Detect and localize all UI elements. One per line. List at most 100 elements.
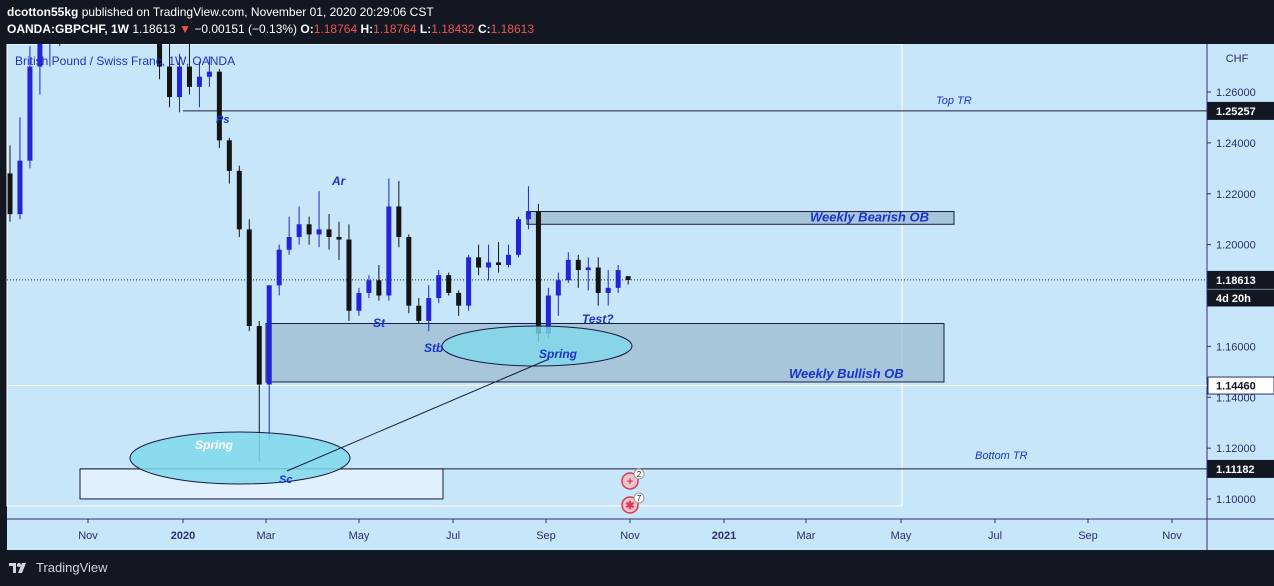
candle[interactable] bbox=[316, 191, 322, 248]
candle[interactable] bbox=[396, 181, 402, 248]
candle[interactable] bbox=[506, 244, 511, 268]
footer: TradingView bbox=[0, 550, 1274, 586]
candle[interactable] bbox=[296, 206, 302, 245]
event-badge-plus-icon[interactable]: +2 bbox=[621, 468, 645, 490]
published-text: published on TradingView.com, November 0… bbox=[81, 5, 434, 19]
candle[interactable] bbox=[476, 244, 482, 276]
candle-body bbox=[296, 224, 302, 237]
candle-body bbox=[266, 285, 272, 385]
candle[interactable] bbox=[336, 221, 342, 260]
candle-body bbox=[216, 71, 222, 141]
candle-body bbox=[306, 224, 312, 235]
price-tag-bg bbox=[1207, 270, 1274, 289]
candle-body bbox=[27, 66, 33, 161]
time-tick-label: 2020 bbox=[171, 530, 195, 542]
candle[interactable] bbox=[595, 257, 601, 306]
close-label: C: bbox=[477, 22, 491, 36]
candle[interactable] bbox=[466, 254, 472, 311]
candle[interactable] bbox=[276, 244, 282, 296]
symbol-label[interactable]: OANDA:GBPCHF, 1W bbox=[7, 22, 129, 36]
spring-trendline[interactable] bbox=[286, 358, 550, 472]
candle[interactable] bbox=[446, 272, 452, 296]
candle-body bbox=[416, 305, 422, 321]
candle-body bbox=[396, 206, 402, 237]
candle[interactable] bbox=[615, 264, 621, 293]
time-tick-label: Nov bbox=[78, 530, 98, 542]
candle[interactable] bbox=[216, 69, 222, 148]
chart-frame[interactable]: Top TR Bottom TR Weekly Bearish OB Weekly … bbox=[0, 0, 1274, 550]
candle[interactable] bbox=[366, 275, 372, 299]
chart-title: British Pound / Swiss Franc, 1W, OANDA bbox=[15, 54, 235, 68]
candle[interactable] bbox=[306, 216, 312, 245]
time-scale[interactable] bbox=[7, 519, 1274, 550]
candle[interactable] bbox=[565, 252, 571, 283]
low-value: 1.18432 bbox=[431, 22, 475, 36]
candle[interactable] bbox=[326, 214, 332, 250]
candle[interactable] bbox=[206, 56, 212, 87]
test-label: Test? bbox=[582, 312, 614, 326]
candle[interactable] bbox=[535, 203, 541, 342]
candle[interactable] bbox=[605, 270, 611, 306]
price-tick-label: 1.26000 bbox=[1216, 87, 1256, 99]
candle[interactable] bbox=[456, 290, 462, 316]
tradingview-brand: TradingView bbox=[36, 560, 108, 575]
candle-body bbox=[286, 236, 292, 250]
candle-body bbox=[176, 66, 182, 98]
candle[interactable] bbox=[625, 276, 631, 285]
candle[interactable] bbox=[496, 242, 502, 273]
candle[interactable] bbox=[585, 257, 591, 291]
price-tag: 1.14460 bbox=[1207, 376, 1274, 395]
time-tick-label: 2021 bbox=[712, 530, 736, 542]
candle[interactable] bbox=[236, 165, 242, 237]
candle-body bbox=[206, 71, 212, 77]
candle[interactable] bbox=[196, 61, 202, 108]
candle[interactable] bbox=[266, 285, 272, 441]
bottom-tr-label: Bottom TR bbox=[975, 450, 1028, 462]
price-tick-label: 1.10000 bbox=[1216, 494, 1256, 506]
candle[interactable] bbox=[246, 219, 252, 332]
candle-body bbox=[515, 219, 521, 255]
candle-body bbox=[157, 28, 163, 67]
candle-body bbox=[236, 170, 242, 230]
candle[interactable] bbox=[7, 145, 13, 222]
candle[interactable] bbox=[406, 234, 412, 314]
candle[interactable] bbox=[386, 178, 392, 301]
candle[interactable] bbox=[436, 270, 442, 304]
price-tag-label: 1.25257 bbox=[1216, 106, 1256, 118]
tradingview-logo[interactable]: TradingView bbox=[8, 560, 108, 575]
time-tick-label: Nov bbox=[620, 530, 640, 542]
event-badge-flag-icon[interactable]: ✱7 bbox=[621, 492, 645, 514]
candle[interactable] bbox=[186, 43, 192, 95]
spring-ellipse-large[interactable] bbox=[129, 431, 351, 485]
spring-label-large: Spring bbox=[195, 438, 234, 452]
price-tag: 1.11182 bbox=[1207, 459, 1274, 478]
candle[interactable] bbox=[426, 285, 432, 332]
candle[interactable] bbox=[27, 46, 33, 169]
candle[interactable] bbox=[226, 137, 232, 184]
candle[interactable] bbox=[286, 216, 292, 255]
open-label: O: bbox=[300, 22, 314, 36]
author-name[interactable]: dcotton55kg bbox=[7, 5, 79, 19]
candle-body bbox=[37, 41, 43, 67]
price-chart[interactable]: Top TR Bottom TR Weekly Bearish OB Weekly … bbox=[0, 0, 1274, 550]
candle[interactable] bbox=[167, 41, 173, 108]
ohlc-line: OANDA:GBPCHF, 1W 1.18613 ▼ −0.00151 (−0.… bbox=[7, 22, 534, 36]
candle-body bbox=[426, 298, 432, 321]
candle[interactable] bbox=[356, 287, 362, 316]
candle-body bbox=[456, 292, 462, 306]
candle[interactable] bbox=[346, 224, 352, 321]
candle[interactable] bbox=[416, 298, 422, 324]
candle[interactable] bbox=[176, 53, 182, 113]
candle[interactable] bbox=[575, 254, 581, 288]
candle[interactable] bbox=[17, 117, 23, 220]
spring-label-small: Spring bbox=[539, 347, 578, 361]
candle[interactable] bbox=[515, 216, 521, 258]
candle[interactable] bbox=[486, 244, 492, 281]
price-tag-label: 4d 20h bbox=[1216, 293, 1251, 305]
time-tick-label: Sep bbox=[1078, 530, 1098, 542]
candle[interactable] bbox=[525, 186, 531, 230]
spring-ellipse-small[interactable] bbox=[441, 325, 633, 367]
candle[interactable] bbox=[555, 272, 561, 316]
candle[interactable] bbox=[376, 264, 382, 301]
price-tag-label: 1.14460 bbox=[1216, 381, 1256, 393]
